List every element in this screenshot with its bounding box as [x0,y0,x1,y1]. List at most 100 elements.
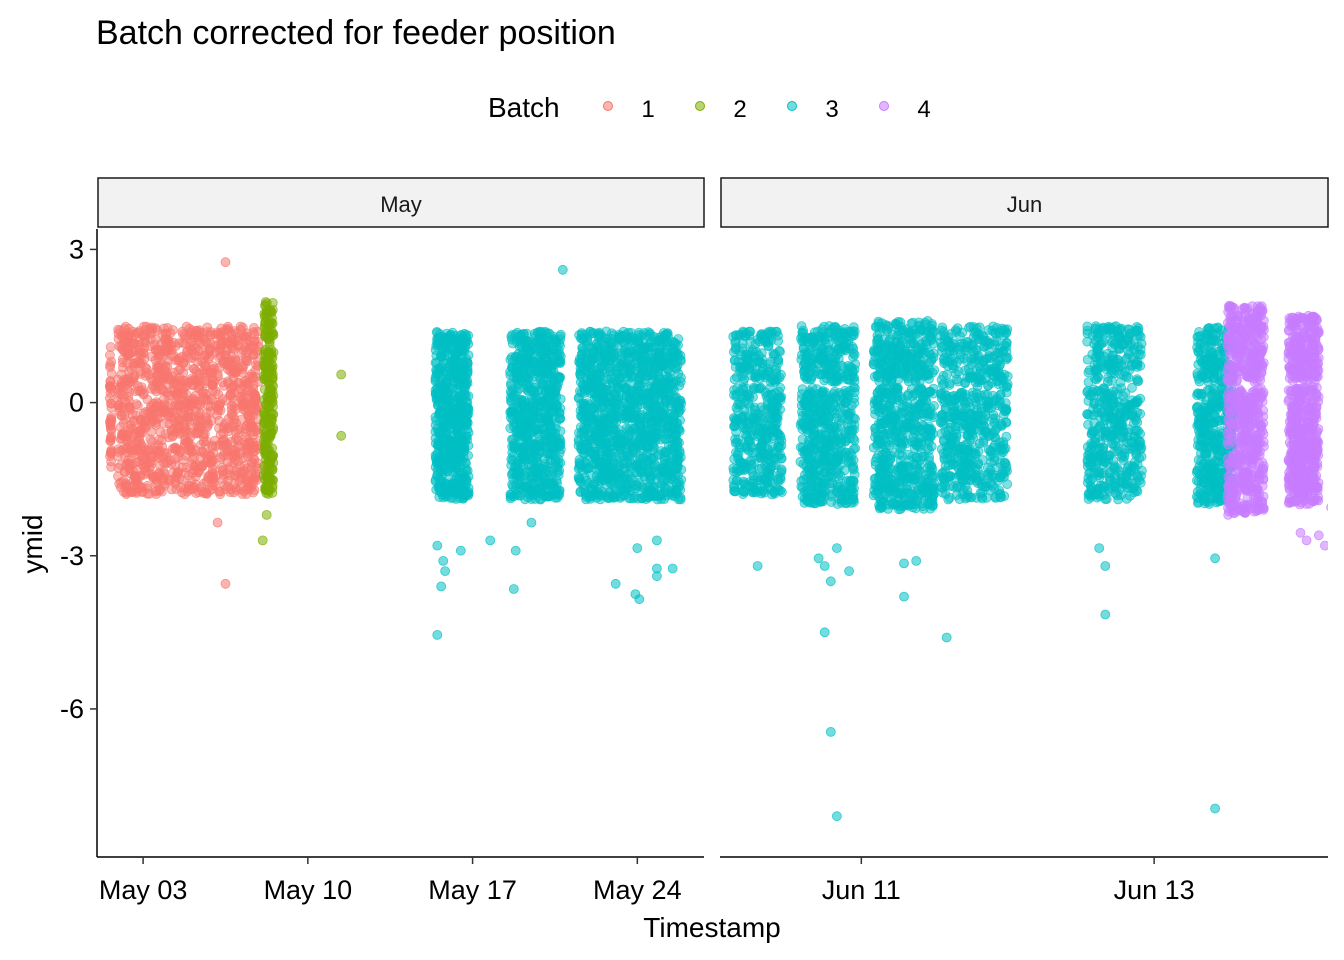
data-point [648,385,659,396]
data-point [262,373,273,383]
data-point [535,493,546,504]
legend-key-2 [695,101,705,111]
data-point [245,427,256,438]
data-point [168,337,179,348]
data-point [105,350,115,361]
data-point [597,365,608,376]
data-point [186,446,196,457]
data-point [159,418,169,429]
data-point [729,421,739,432]
data-point [768,487,779,498]
data-point [264,402,275,412]
data-point [576,411,587,422]
data-point [137,385,148,396]
data-point [114,389,125,400]
data-point [537,463,548,474]
data-point [596,462,607,473]
data-point [134,436,145,447]
data-point [105,383,116,394]
data-point [605,448,616,459]
data-point [652,563,662,574]
data-point [555,426,566,437]
data-point [248,349,259,359]
data-point [632,460,643,471]
data-point [266,345,277,356]
data-point [442,451,453,462]
data-point [174,372,185,383]
data-point [198,436,209,447]
data-point [147,404,158,415]
data-point [510,545,521,556]
data-point [217,436,228,447]
data-point [218,423,229,433]
data-point [583,423,594,434]
data-point [167,426,177,436]
legend-title: Batch [488,92,560,123]
data-point [604,421,615,432]
data-point [207,385,218,396]
data-point [142,458,153,469]
data-point [594,379,605,390]
y-tick-label: -6 [60,694,84,724]
data-point [676,372,686,383]
data-point [551,391,562,402]
data-point [663,384,674,395]
data-point [212,368,223,379]
data-point [244,409,255,420]
data-point [638,482,649,493]
data-point [240,342,251,353]
data-point [214,352,225,363]
data-point [667,563,678,574]
data-point [131,471,142,482]
data-point [217,377,228,388]
data-point [229,479,240,490]
data-point [223,336,234,347]
data-point [239,331,250,342]
data-point [587,402,598,413]
data-point [232,442,243,453]
data-point [648,487,658,498]
data-point [577,466,588,477]
data-point [580,487,591,498]
data-point [263,488,274,499]
data-point [636,493,647,503]
data-point [106,431,117,442]
data-point [249,474,260,484]
data-point [550,455,561,465]
data-point [180,467,191,478]
data-point [131,357,142,368]
data-point [746,456,757,467]
data-point [248,397,259,408]
data-point [131,345,141,356]
data-point [667,440,678,451]
data-point [249,336,259,347]
data-point [438,556,449,566]
data-point [124,460,135,470]
data-point [576,353,587,364]
data-point [549,489,560,500]
data-point [660,397,671,408]
data-point [124,350,135,361]
data-point [762,433,772,444]
data-point [185,412,196,423]
data-point [553,372,563,383]
data-point [663,421,674,432]
data-point [105,359,116,370]
data-point [141,449,152,460]
data-point [635,412,645,423]
data-point [222,457,233,468]
data-point [201,378,211,389]
data-point [581,336,592,347]
data-point [456,382,467,393]
data-point [541,380,551,390]
data-point [538,471,549,482]
data-point [114,403,125,414]
legend-label-3: 3 [825,96,838,123]
data-point [741,328,752,339]
data-point [435,364,446,375]
data-point [594,328,604,339]
data-point [458,357,469,368]
data-point [215,398,226,409]
data-point [141,422,152,433]
